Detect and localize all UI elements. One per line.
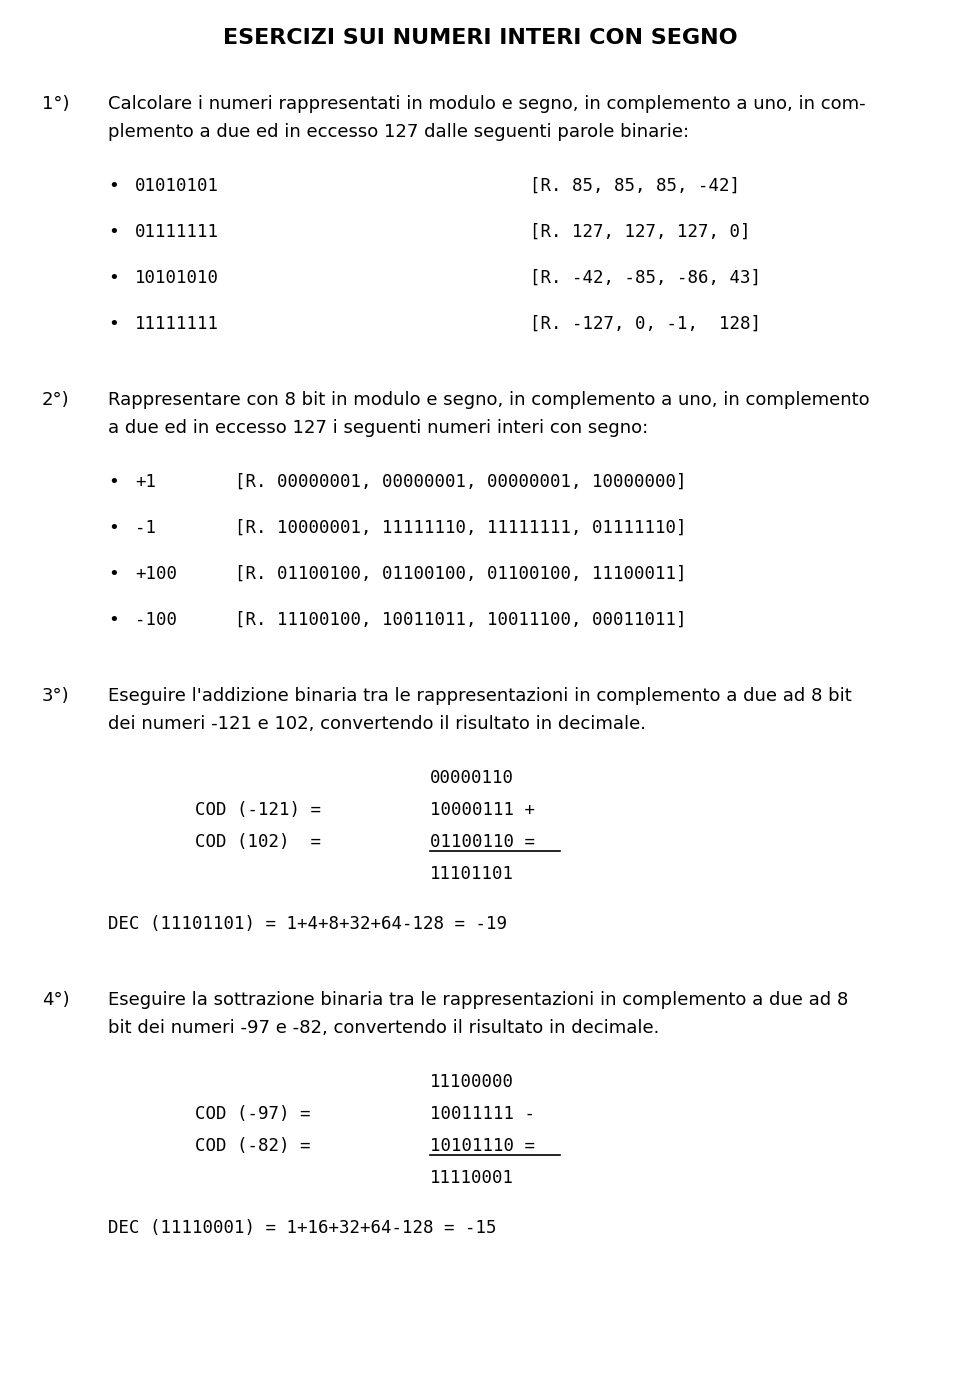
Text: 01100110 =: 01100110 = <box>430 833 535 852</box>
Text: •: • <box>108 565 119 584</box>
Text: Rappresentare con 8 bit in modulo e segno, in complemento a uno, in complemento: Rappresentare con 8 bit in modulo e segn… <box>108 391 870 409</box>
Text: 11101101: 11101101 <box>430 866 514 884</box>
Text: •: • <box>108 269 119 288</box>
Text: 01111111: 01111111 <box>135 223 219 242</box>
Text: •: • <box>108 473 119 491</box>
Text: bit dei numeri -97 e -82, convertendo il risultato in decimale.: bit dei numeri -97 e -82, convertendo il… <box>108 1019 660 1037</box>
Text: [R. 85, 85, 85, -42]: [R. 85, 85, 85, -42] <box>530 177 740 195</box>
Text: [R. 01100100, 01100100, 01100100, 11100011]: [R. 01100100, 01100100, 01100100, 111000… <box>235 565 686 584</box>
Text: [R. 127, 127, 127, 0]: [R. 127, 127, 127, 0] <box>530 223 751 242</box>
Text: 3°): 3°) <box>42 687 70 705</box>
Text: Eseguire la sottrazione binaria tra le rappresentazioni in complemento a due ad : Eseguire la sottrazione binaria tra le r… <box>108 991 849 1009</box>
Text: plemento a due ed in eccesso 127 dalle seguenti parole binarie:: plemento a due ed in eccesso 127 dalle s… <box>108 123 689 141</box>
Text: 10101010: 10101010 <box>135 269 219 288</box>
Text: [R. -42, -85, -86, 43]: [R. -42, -85, -86, 43] <box>530 269 761 288</box>
Text: •: • <box>108 519 119 537</box>
Text: dei numeri -121 e 102, convertendo il risultato in decimale.: dei numeri -121 e 102, convertendo il ri… <box>108 715 646 733</box>
Text: Eseguire l'addizione binaria tra le rappresentazioni in complemento a due ad 8 b: Eseguire l'addizione binaria tra le rapp… <box>108 687 852 705</box>
Text: 4°): 4°) <box>42 991 70 1009</box>
Text: 1°): 1°) <box>42 95 69 113</box>
Text: ESERCIZI SUI NUMERI INTERI CON SEGNO: ESERCIZI SUI NUMERI INTERI CON SEGNO <box>223 28 737 47</box>
Text: Calcolare i numeri rappresentati in modulo e segno, in complemento a uno, in com: Calcolare i numeri rappresentati in modu… <box>108 95 866 113</box>
Text: 11111111: 11111111 <box>135 315 219 334</box>
Text: 10011111 -: 10011111 - <box>430 1106 535 1122</box>
Text: [R. 11100100, 10011011, 10011100, 00011011]: [R. 11100100, 10011011, 10011100, 000110… <box>235 611 686 630</box>
Text: 2°): 2°) <box>42 391 70 409</box>
Text: 00000110: 00000110 <box>430 769 514 787</box>
Text: 11110001: 11110001 <box>430 1168 514 1187</box>
Text: COD (-82) =: COD (-82) = <box>195 1136 310 1154</box>
Text: •: • <box>108 315 119 334</box>
Text: •: • <box>108 177 119 195</box>
Text: 01010101: 01010101 <box>135 177 219 195</box>
Text: -1: -1 <box>135 519 156 537</box>
Text: [R. -127, 0, -1,  128]: [R. -127, 0, -1, 128] <box>530 315 761 334</box>
Text: +100: +100 <box>135 565 177 584</box>
Text: DEC (11101101) = 1+4+8+32+64-128 = -19: DEC (11101101) = 1+4+8+32+64-128 = -19 <box>108 914 507 933</box>
Text: 11100000: 11100000 <box>430 1074 514 1092</box>
Text: 10101110 =: 10101110 = <box>430 1136 535 1154</box>
Text: •: • <box>108 223 119 242</box>
Text: 10000111 +: 10000111 + <box>430 801 535 819</box>
Text: [R. 00000001, 00000001, 00000001, 10000000]: [R. 00000001, 00000001, 00000001, 100000… <box>235 473 686 491</box>
Text: DEC (11110001) = 1+16+32+64-128 = -15: DEC (11110001) = 1+16+32+64-128 = -15 <box>108 1219 496 1237</box>
Text: COD (102)  =: COD (102) = <box>195 833 321 852</box>
Text: •: • <box>108 611 119 630</box>
Text: a due ed in eccesso 127 i seguenti numeri interi con segno:: a due ed in eccesso 127 i seguenti numer… <box>108 419 648 437</box>
Text: COD (-121) =: COD (-121) = <box>195 801 321 819</box>
Text: COD (-97) =: COD (-97) = <box>195 1106 310 1122</box>
Text: -100: -100 <box>135 611 177 630</box>
Text: +1: +1 <box>135 473 156 491</box>
Text: [R. 10000001, 11111110, 11111111, 01111110]: [R. 10000001, 11111110, 11111111, 011111… <box>235 519 686 537</box>
